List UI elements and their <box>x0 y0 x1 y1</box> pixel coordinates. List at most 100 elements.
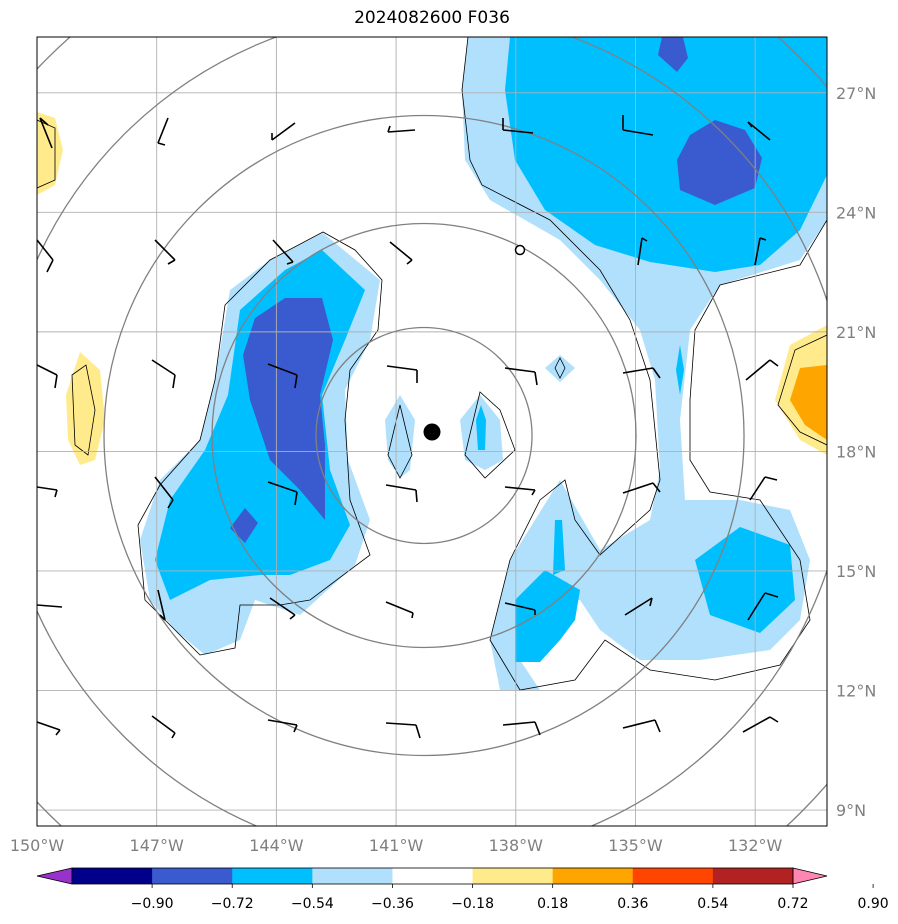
longitude-label: 135°W <box>608 836 663 855</box>
colorbar-label: −0.36 <box>371 896 414 912</box>
colorbar-frame <box>71 867 794 885</box>
range-ring <box>315 326 533 545</box>
range-ring <box>211 222 637 649</box>
barb <box>151 359 176 389</box>
barb <box>504 602 536 615</box>
colorbar-label: 0.18 <box>537 896 568 912</box>
anomaly-fills <box>37 37 827 690</box>
barb <box>749 476 778 501</box>
barb <box>386 365 418 383</box>
colorbar: −0.90 −0.72 −0.54 −0.36 −0.18 0.18 0.36 0.54 0.7… <box>36 867 889 912</box>
fill-se-blue <box>695 527 795 633</box>
barb <box>154 239 176 265</box>
longitude-label: 141°W <box>369 836 424 855</box>
colorbar-label: 0.72 <box>777 896 808 912</box>
barb <box>37 364 58 389</box>
map-title: 2024082600 F036 <box>354 8 510 28</box>
longitude-label: 150°W <box>10 836 65 855</box>
colorbar-label: −0.54 <box>291 896 334 912</box>
latitude-label: 24°N <box>836 203 876 222</box>
latitude-label: 12°N <box>836 682 876 701</box>
fill-center-right-blue <box>476 405 486 450</box>
barb <box>271 122 296 141</box>
colorbar-segment <box>712 868 794 884</box>
colorbar-extend-low <box>36 867 73 885</box>
colorbar-segment <box>632 868 714 884</box>
contour-d <box>554 357 566 379</box>
fill-w-dark <box>243 298 333 520</box>
barb <box>37 239 54 273</box>
longitude-label: 147°W <box>130 836 185 855</box>
barb <box>151 715 176 739</box>
latitude-label: 27°N <box>836 84 876 103</box>
fill-small-diamond <box>545 355 575 382</box>
contour-ey <box>777 334 827 446</box>
colorbar-segment <box>152 868 233 884</box>
barb <box>385 484 418 503</box>
barb <box>754 237 767 266</box>
fill-s-blue <box>515 570 580 662</box>
fill-e-orange <box>790 365 827 440</box>
barb <box>622 719 661 733</box>
barb <box>502 118 534 134</box>
fill-nw-yellow <box>37 112 63 195</box>
fill-s-blue2 <box>553 520 565 575</box>
barb <box>37 486 58 498</box>
barb <box>39 117 53 149</box>
barb <box>504 486 536 496</box>
contour-wy <box>71 364 96 456</box>
barb <box>267 719 298 733</box>
barb <box>745 359 779 381</box>
barb <box>504 367 538 386</box>
latitude-labels: 27°N 24°N 21°N 18°N 15°N 12°N 9°N <box>836 84 876 820</box>
barb <box>622 482 661 494</box>
colorbar-segment <box>72 868 153 884</box>
fill-center-left <box>385 395 415 478</box>
barb <box>157 589 166 621</box>
colorbar-label: 0.36 <box>617 896 648 912</box>
barb <box>387 125 416 133</box>
latitude-label: 18°N <box>836 442 876 461</box>
barb <box>154 476 174 509</box>
longitude-labels: 150°W 147°W 144°W 141°W 138°W 135°W 132°W <box>10 836 783 855</box>
fill-ne-blue <box>505 37 827 272</box>
graticule <box>36 37 827 826</box>
barb <box>37 721 61 736</box>
range-ring <box>103 114 745 757</box>
latitude-label: 9°N <box>836 801 866 820</box>
contour-w <box>137 231 383 656</box>
barb <box>637 237 648 266</box>
barb <box>389 241 413 265</box>
map-frame <box>36 36 828 827</box>
barb <box>624 597 653 616</box>
barb <box>272 239 294 265</box>
longitude-label: 144°W <box>249 836 304 855</box>
colorbar-extend-high <box>792 867 828 885</box>
colorbar-label: −0.72 <box>211 896 254 912</box>
storm-center-marker <box>423 423 441 441</box>
barb <box>385 722 421 739</box>
longitude-label: 138°W <box>489 836 544 855</box>
colorbar-segment <box>232 868 313 884</box>
colorbar-segment <box>472 868 554 884</box>
contour-c2 <box>464 391 516 479</box>
contour-ne <box>461 37 827 691</box>
colorbar-segment <box>312 868 393 884</box>
fill-e-sliver <box>676 345 684 395</box>
fill-w-yellow <box>66 352 105 465</box>
barb <box>622 115 654 136</box>
barb <box>385 601 414 619</box>
fill-ne-dark-top <box>658 37 688 72</box>
colorbar-segment <box>392 868 474 884</box>
barb <box>622 367 661 379</box>
small-circle-marker <box>514 244 526 256</box>
colorbar-label: 0.54 <box>697 896 728 912</box>
longitude-label: 132°W <box>728 836 783 855</box>
barb <box>267 363 298 389</box>
latitude-label: 15°N <box>836 562 876 581</box>
barb <box>37 604 63 608</box>
fill-ne-dark <box>677 120 762 205</box>
colorbar-segment <box>552 868 634 884</box>
